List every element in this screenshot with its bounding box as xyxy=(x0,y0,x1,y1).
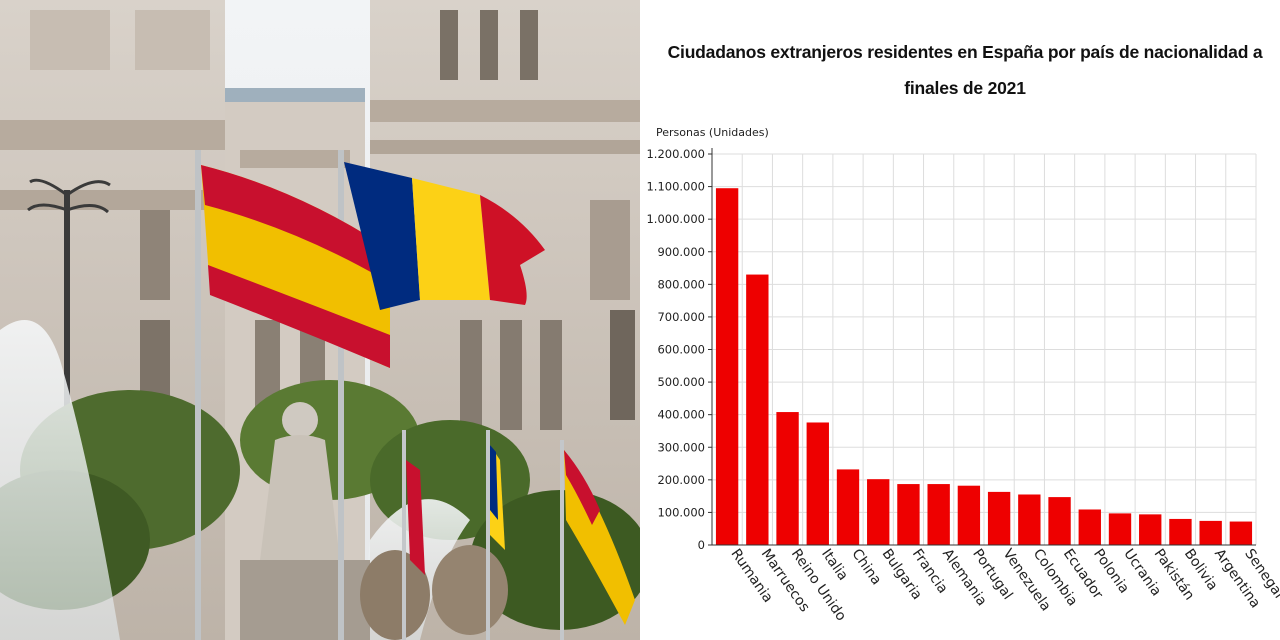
bar-bulgaria xyxy=(867,479,890,545)
y-tick-label: 1.100.000 xyxy=(646,180,705,194)
chart-panel: Ciudadanos extranjeros residentes en Esp… xyxy=(640,0,1280,640)
y-tick-label: 800.000 xyxy=(657,277,705,291)
y-tick-label: 700.000 xyxy=(657,310,705,324)
bar-reino-unido xyxy=(776,412,799,545)
y-tick-label: 600.000 xyxy=(657,343,705,357)
y-tick-label: 0 xyxy=(698,538,705,552)
bar-ecuador xyxy=(1048,497,1071,545)
y-tick-label: 100.000 xyxy=(657,505,705,519)
y-tick-label: 200.000 xyxy=(657,473,705,487)
bar-chart: 0 100.000 200.000 300.000 400.000 500.000 600.… xyxy=(646,147,1280,624)
bar-argentina xyxy=(1199,520,1222,545)
bar-senegal xyxy=(1229,521,1253,545)
bar-rumania xyxy=(715,188,739,545)
bar-marruecos xyxy=(746,274,769,545)
bar-alemania xyxy=(927,484,950,545)
y-tick-label: 500.000 xyxy=(657,375,705,389)
bar-venezuela xyxy=(987,491,1011,545)
bar-bolivia xyxy=(1169,518,1192,545)
y-tick-label: 1.000.000 xyxy=(646,212,705,226)
bar-polonia xyxy=(1078,509,1101,545)
bar-italia xyxy=(806,422,829,545)
y-axis-label: Personas (Unidades) xyxy=(656,126,769,139)
bar-pakistán xyxy=(1139,514,1162,545)
y-tick-label: 1.200.000 xyxy=(646,147,705,161)
y-tick-label: 900.000 xyxy=(657,245,705,259)
chart-title: Ciudadanos extranjeros residentes en Esp… xyxy=(667,42,1263,98)
bar-ucrania xyxy=(1108,513,1132,545)
y-tick-label: 400.000 xyxy=(657,408,705,422)
bar-china xyxy=(836,469,860,545)
bar-colombia xyxy=(1018,494,1041,545)
bar-francia xyxy=(897,484,920,545)
cibeles-flags-photo xyxy=(0,0,640,640)
photo-illustration xyxy=(0,0,640,640)
x-tick-label: China xyxy=(848,546,884,588)
bar-portugal xyxy=(957,485,981,545)
y-tick-label: 300.000 xyxy=(657,440,705,454)
